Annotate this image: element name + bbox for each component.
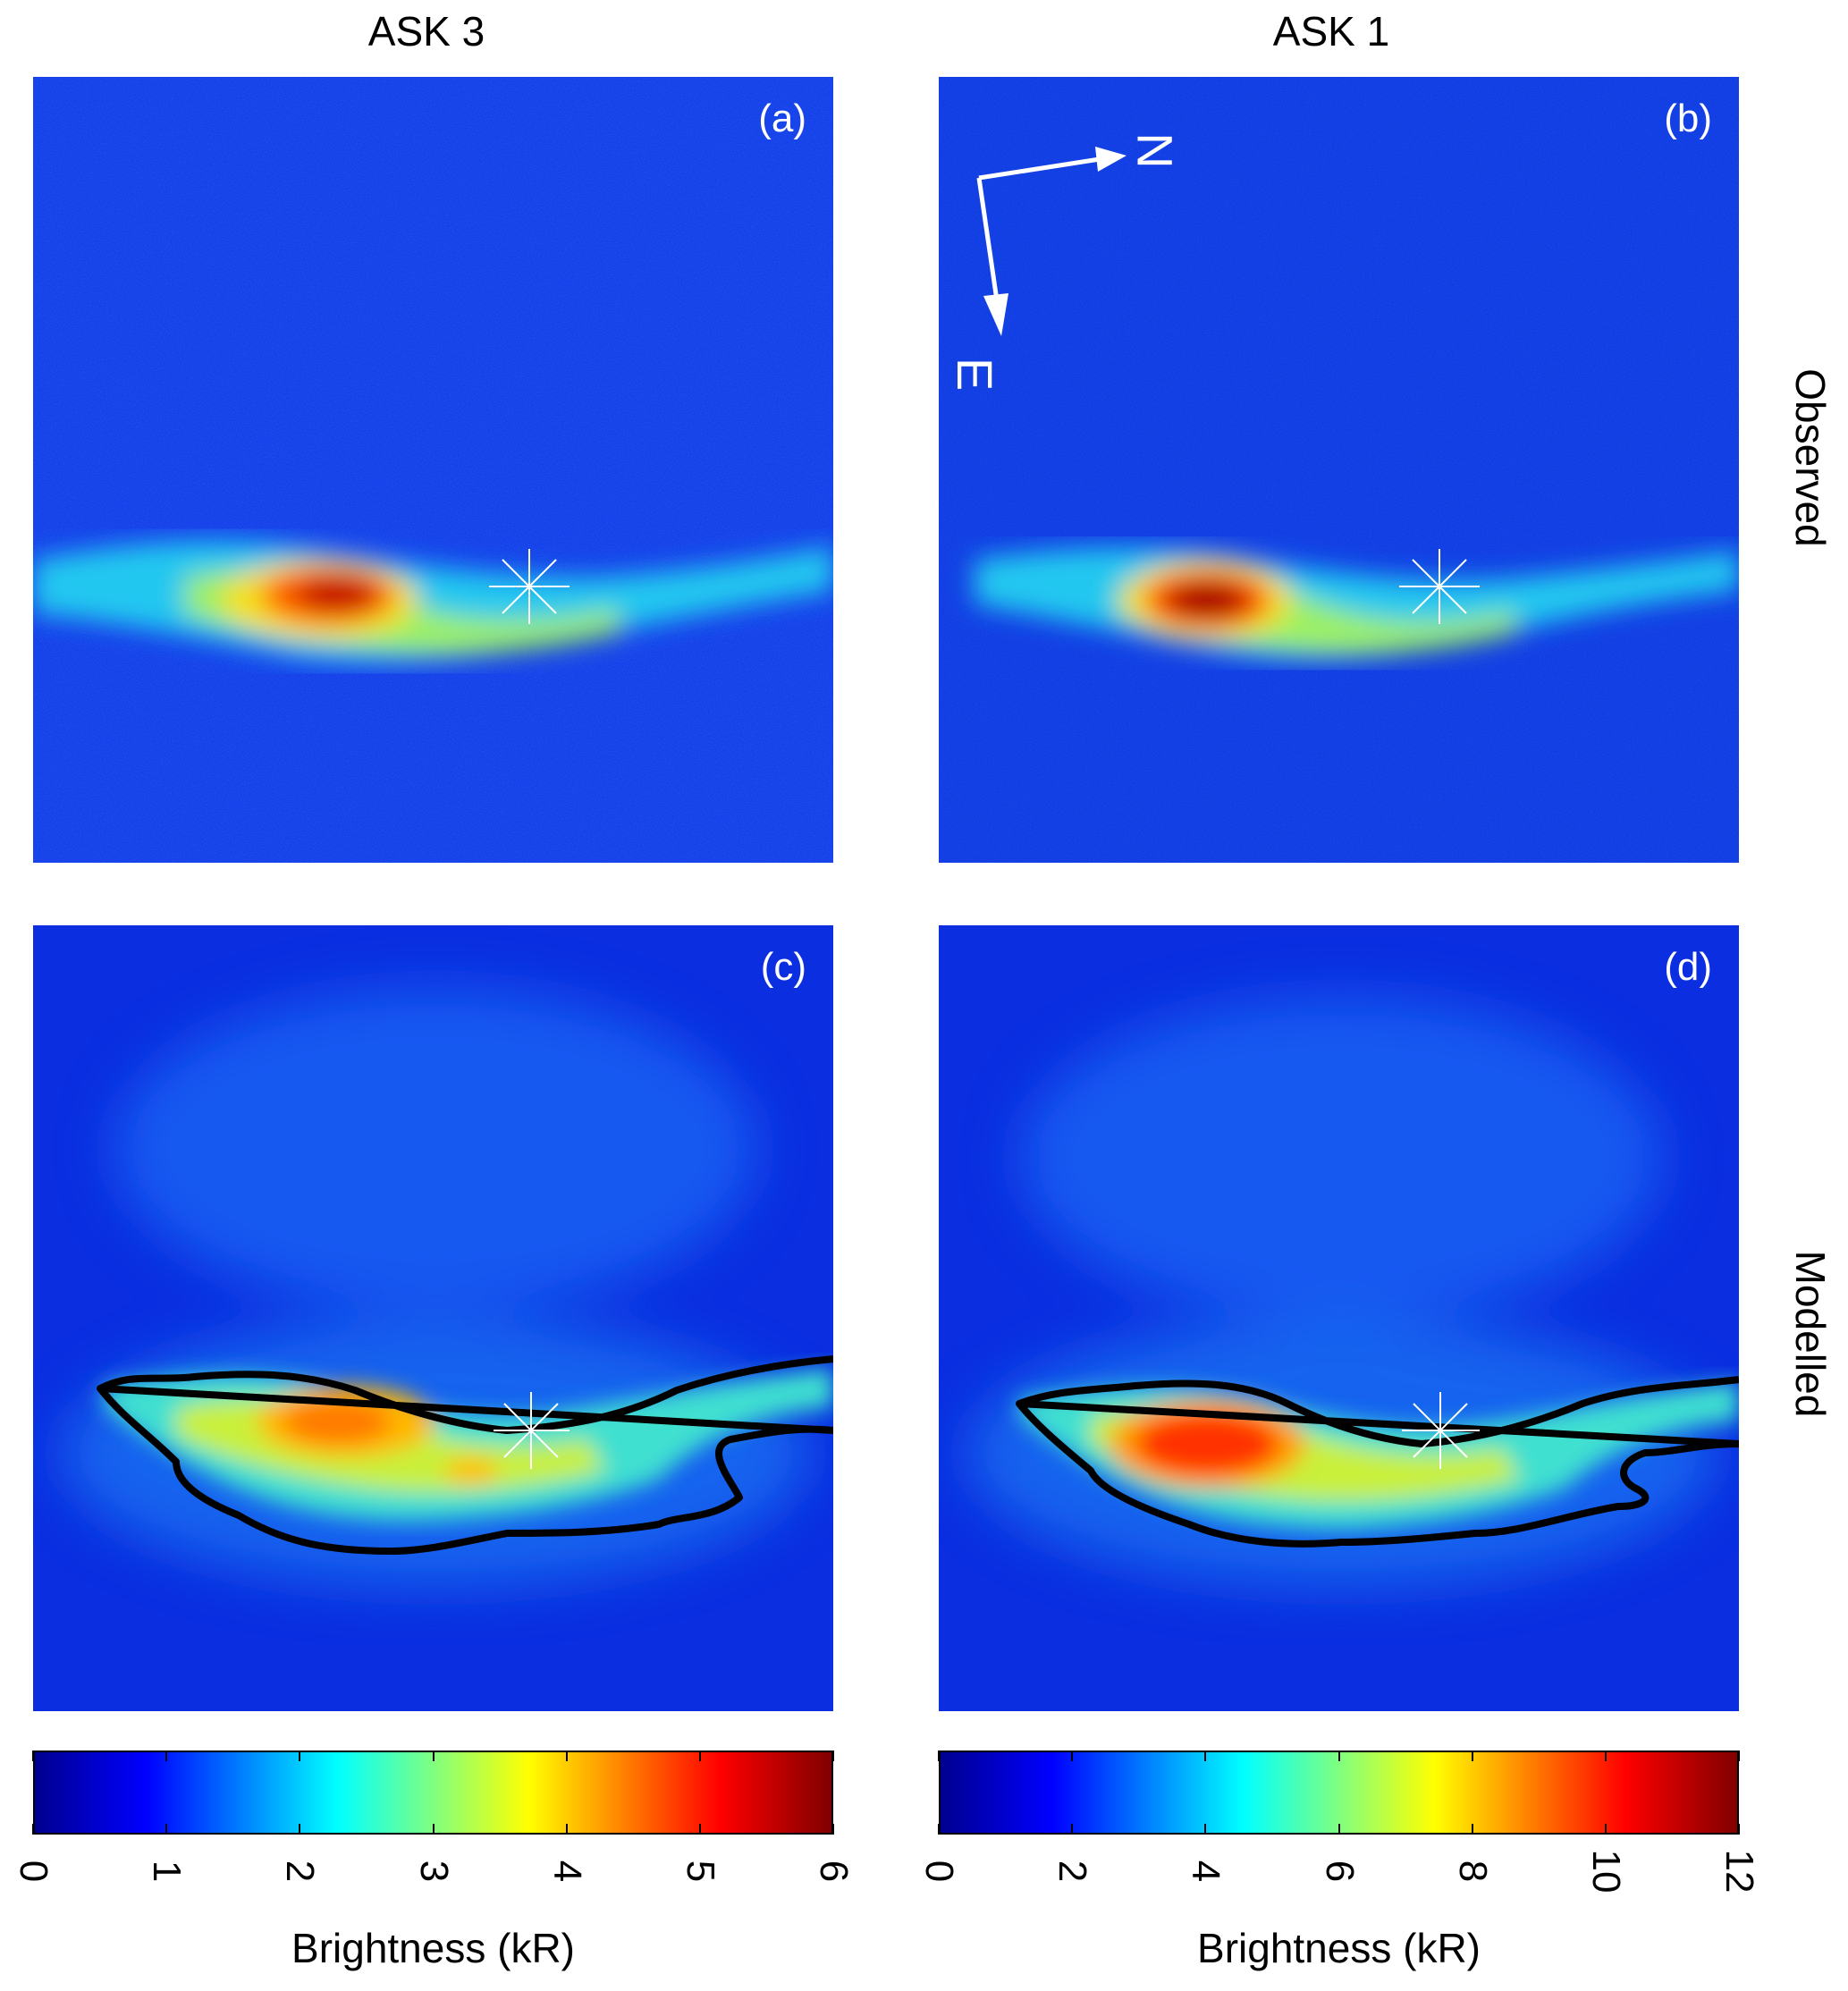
colorbar-tick-label: 8 — [1450, 1860, 1495, 1883]
colorbar-tick-label: 1 — [145, 1860, 190, 1883]
colorbar-ask3 — [33, 1751, 833, 1835]
modelled-ask3-image — [33, 925, 833, 1711]
colorbar-tick-label: 5 — [678, 1860, 722, 1883]
colorbar-tick-mark — [1738, 1751, 1740, 1761]
column-title-ask1: ASK 1 — [1272, 8, 1390, 55]
colorbar-tick-mark — [832, 1751, 834, 1761]
colorbar-tick-label: 10 — [1583, 1849, 1628, 1894]
colorbar-tick-mark — [299, 1751, 301, 1761]
station-marker-icon — [1402, 1392, 1480, 1469]
colorbar-tick-label: 4 — [544, 1860, 589, 1883]
colorbar-tick-label: 12 — [1717, 1849, 1761, 1894]
observed-ask3-image — [33, 77, 833, 863]
colorbar-tick-mark — [1604, 1751, 1607, 1761]
heatmap-panel-d: (d) — [939, 925, 1739, 1711]
colorbar-tick-mark — [299, 1824, 301, 1835]
colorbar-tick-mark — [1604, 1824, 1607, 1835]
colorbar-tick-label: 0 — [12, 1860, 55, 1883]
colorbar-tick-label: 2 — [1051, 1860, 1095, 1883]
colorbar-tick-mark — [565, 1824, 568, 1835]
colorbar-tick-mark — [832, 1824, 834, 1835]
contour-line — [1016, 1376, 1739, 1548]
colorbar-tick-mark — [1471, 1824, 1473, 1835]
contour-line — [97, 1355, 833, 1555]
station-marker-icon — [489, 549, 570, 624]
colorbar-ask1 — [939, 1751, 1739, 1835]
colorbar-tick-mark — [1337, 1824, 1340, 1835]
colorbar-tick-label: 3 — [411, 1860, 456, 1883]
compass-icon — [976, 147, 1127, 336]
colorbar-tick-mark — [1071, 1751, 1074, 1761]
heatmap-panel-a: (a) — [33, 77, 833, 863]
column-title-ask3: ASK 3 — [367, 8, 485, 55]
row-title-observed: Observed — [1787, 368, 1834, 547]
station-marker-icon — [494, 1392, 570, 1469]
colorbar-tick-mark — [32, 1824, 34, 1835]
panel-label-d: (d) — [1664, 945, 1712, 989]
colorbar-tick-mark — [165, 1824, 168, 1835]
colorbar-tick-mark — [938, 1824, 940, 1835]
colorbar-tick-mark — [698, 1824, 701, 1835]
compass-north-label: N — [1127, 132, 1184, 169]
colorbar-tick-mark — [1738, 1824, 1740, 1835]
colorbar-tick-label: 0 — [917, 1860, 961, 1883]
colorbar-ask1-label: Brightness (kR) — [1197, 1925, 1481, 1971]
colorbar-tick-label: 4 — [1184, 1860, 1228, 1883]
heatmap-panel-b: N E (b) — [939, 77, 1739, 863]
colorbar-ask3-label: Brightness (kR) — [291, 1925, 575, 1971]
modelled-ask1-image — [939, 925, 1739, 1711]
colorbar-tick-mark — [1204, 1824, 1207, 1835]
panel-label-c: (c) — [760, 945, 806, 989]
colorbar-tick-mark — [32, 1751, 34, 1761]
colorbar-tick-mark — [1337, 1751, 1340, 1761]
colorbar-tick-mark — [432, 1824, 435, 1835]
colorbar-tick-mark — [565, 1751, 568, 1761]
colorbar-tick-mark — [432, 1751, 435, 1761]
panel-label-b: (b) — [1664, 97, 1712, 140]
observed-ask1-image — [939, 77, 1739, 863]
station-marker-icon — [1399, 549, 1480, 624]
colorbar-tick-label: 6 — [812, 1860, 856, 1883]
colorbar-tick-label: 6 — [1317, 1860, 1362, 1883]
compass-east-label: E — [947, 357, 1004, 392]
colorbar-tick-label: 2 — [278, 1860, 323, 1883]
colorbar-tick-mark — [698, 1751, 701, 1761]
colorbar-tick-mark — [1471, 1751, 1473, 1761]
colorbar-tick-mark — [165, 1751, 168, 1761]
row-title-modelled: Modelled — [1787, 1250, 1834, 1418]
heatmap-panel-c: (c) — [33, 925, 833, 1711]
panel-label-a: (a) — [758, 97, 806, 140]
colorbar-tick-mark — [938, 1751, 940, 1761]
colorbar-tick-mark — [1071, 1824, 1074, 1835]
colorbar-tick-mark — [1204, 1751, 1207, 1761]
